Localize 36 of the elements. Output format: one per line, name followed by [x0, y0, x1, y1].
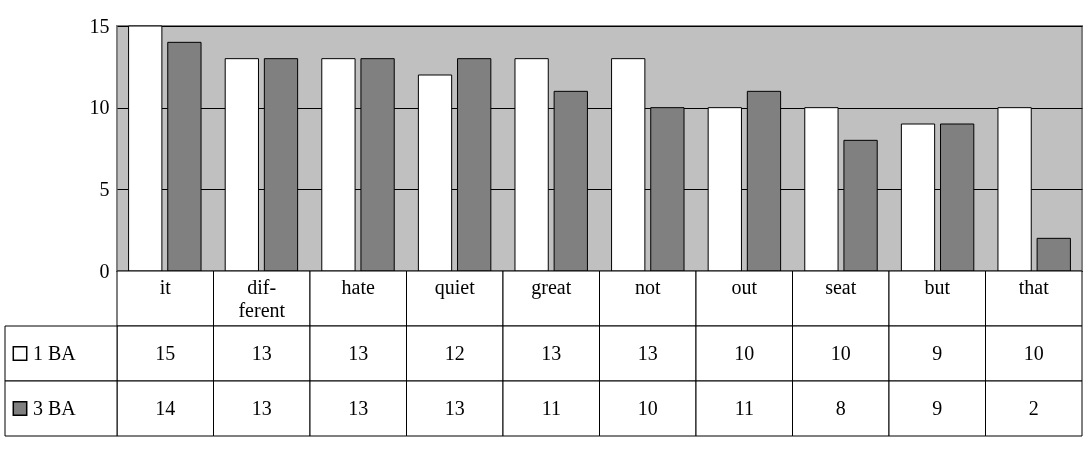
- data-label: 14: [155, 396, 176, 419]
- data-label: 11: [734, 396, 754, 419]
- data-label: 13: [348, 396, 369, 419]
- data-label: 9: [932, 341, 943, 364]
- data-label: 10: [1023, 341, 1044, 364]
- data-label: 10: [637, 396, 658, 419]
- data-label: 13: [251, 396, 272, 419]
- data-label: 2: [1028, 396, 1039, 419]
- data-label: 12: [444, 341, 465, 364]
- data-label: 13: [637, 341, 658, 364]
- x-tick-label: great: [531, 275, 572, 299]
- data-label: 13: [251, 341, 272, 364]
- data-label: 11: [541, 396, 561, 419]
- y-tick-label: 15: [89, 14, 110, 37]
- x-tick-label: hate: [341, 275, 376, 298]
- x-tick-label: out: [731, 275, 758, 298]
- data-label: 13: [348, 341, 369, 364]
- y-tick-label: 0: [99, 259, 110, 282]
- x-tick-label: but: [924, 275, 951, 298]
- x-tick-label: seat: [825, 275, 857, 298]
- x-tick-label: quiet: [434, 275, 476, 299]
- data-label: 9: [932, 396, 943, 419]
- data-label: 15: [155, 341, 176, 364]
- x-tick-label: that: [1018, 275, 1050, 298]
- x-tick-label: not: [634, 275, 661, 298]
- legend-label: 1 BA: [33, 341, 77, 364]
- data-label: 10: [830, 341, 851, 364]
- x-tick-label: dif- ferent: [238, 275, 286, 321]
- legend-label: 3 BA: [33, 396, 77, 419]
- x-tick-label: it: [159, 275, 172, 298]
- data-label: 13: [541, 341, 562, 364]
- y-tick-label: 5: [99, 177, 110, 200]
- y-tick-label: 10: [89, 96, 110, 119]
- data-label: 10: [734, 341, 755, 364]
- data-label: 8: [835, 396, 846, 419]
- data-label: 13: [444, 396, 465, 419]
